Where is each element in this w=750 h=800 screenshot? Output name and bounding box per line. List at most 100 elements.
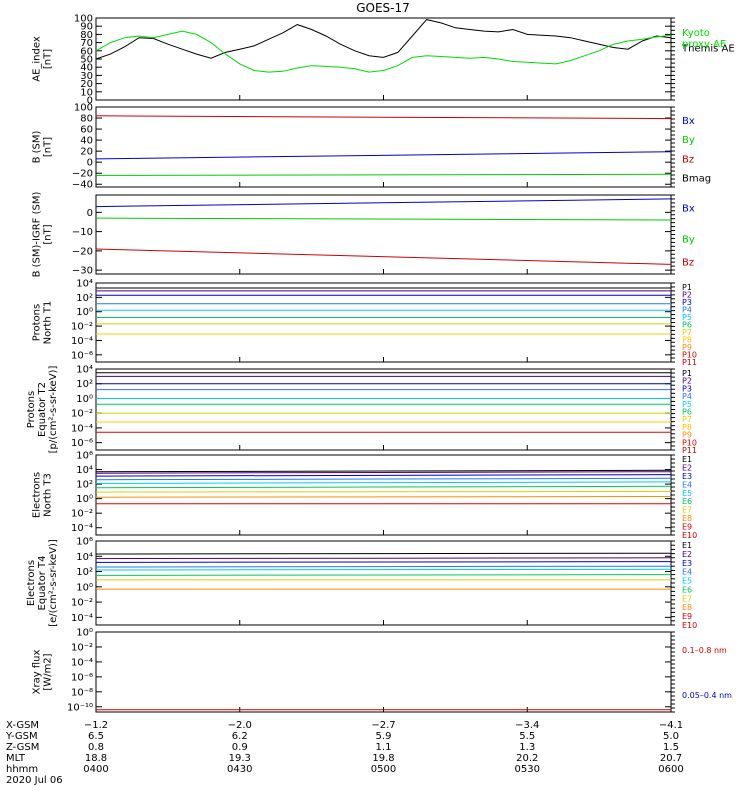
y-tick-label: 10²	[76, 567, 93, 578]
legend-label-p2: P2	[682, 377, 692, 386]
y-axis-label: B (SM)-IGRF (SM)	[32, 192, 43, 278]
series-line-e6	[95, 485, 672, 489]
y-axis-label: Xray flux	[32, 650, 43, 695]
legend-label-e1: E1	[682, 541, 692, 550]
legend-label-e4: E4	[682, 568, 692, 577]
series-line-e4	[95, 565, 672, 568]
ephemeris-value: 0.9	[232, 742, 248, 753]
legend-label-e6: E6	[682, 585, 692, 594]
ephemeris-value: 5.0	[663, 731, 679, 742]
y-tick-label: 10⁻⁶	[71, 438, 93, 449]
legend-label-p4: P4	[682, 392, 692, 401]
legend-label-bz: Bz	[682, 257, 694, 268]
y-tick-label: 10⁴	[76, 365, 93, 376]
y-tick-label: 30	[80, 71, 93, 82]
legend-label-e6: E6	[682, 497, 692, 506]
ephemeris-value: −4.1	[659, 720, 683, 731]
y-tick-label: 80	[80, 30, 93, 41]
legend-label-p2: P2	[682, 291, 692, 300]
y-tick-label: 0	[87, 208, 93, 219]
panel-frame	[95, 368, 672, 451]
y-tick-label: 100	[74, 14, 93, 25]
ephemeris-value: 6.5	[88, 731, 104, 742]
ephemeris-row-name: Y-GSM	[5, 731, 38, 742]
legend-label-e2: E2	[682, 550, 692, 559]
y-tick-label: 0	[87, 96, 93, 107]
legend-label-p9: P9	[682, 343, 692, 352]
y-axis-label: [nT]	[43, 224, 54, 244]
y-tick-label: −10	[72, 227, 93, 238]
plot-title: GOES-17	[356, 1, 410, 15]
y-tick-label: 80	[80, 114, 93, 125]
y-axis-label: B (SM)	[32, 130, 43, 163]
y-tick-label: 10⁻⁶	[71, 350, 93, 361]
legend-label-p3: P3	[682, 384, 692, 393]
y-tick-label: 10⁻⁴	[71, 523, 93, 534]
ephemeris-value: 0530	[515, 764, 540, 775]
y-tick-label: 10⁻⁸	[71, 687, 93, 698]
series-line-e5	[95, 481, 672, 484]
legend-label-e10: E10	[682, 531, 697, 540]
panel-frame	[95, 631, 672, 713]
plot-date: 2020 Jul 06	[6, 775, 63, 786]
legend-label-by: By	[682, 135, 695, 146]
y-tick-label: 10²	[76, 293, 93, 304]
legend-label-bx: Bx	[682, 203, 695, 214]
y-tick-label: 10⁻⁴	[71, 613, 93, 624]
ephemeris-value: 5.9	[376, 731, 392, 742]
legend-label-p11: P11	[682, 446, 697, 455]
ephemeris-value: 19.8	[372, 753, 394, 764]
series-line-bx	[95, 198, 672, 208]
y-tick-label: 10⁴	[76, 279, 93, 290]
y-tick-label: 50	[80, 55, 93, 66]
ephemeris-value: 1.3	[519, 742, 535, 753]
y-tick-label: −30	[72, 266, 93, 277]
y-tick-label: 10⁴	[76, 465, 93, 476]
legend-label-e2: E2	[682, 463, 692, 472]
ephemeris-row-name: Z-GSM	[6, 742, 39, 753]
legend-label-e9: E9	[682, 612, 692, 621]
legend-label-p11: P11	[682, 358, 697, 367]
ephemeris-row-name: X-GSM	[6, 720, 39, 731]
panel-xray: 10⁻¹⁰ 10⁻⁸ 10⁻⁶ 10⁻⁴ 10⁻² 10⁰ Xray flux [W/m2] 0…	[32, 628, 733, 714]
y-tick-label: 10⁰	[76, 307, 93, 318]
y-axis-label: North T1	[43, 301, 54, 345]
legend-label-p8: P8	[682, 423, 692, 432]
legend-label-bx: Bx	[682, 116, 695, 127]
ephemeris-value: 0500	[371, 764, 396, 775]
series-line-e3	[95, 474, 672, 477]
panel-e_t4: 10⁻⁴ 10⁻² 10⁰ 10² 10⁴ 10⁶ Electrons Equator T4[…	[26, 537, 697, 631]
y-tick-label: 100	[74, 103, 93, 114]
y-tick-label: 10²	[76, 480, 93, 491]
ephemeris-value: −2.7	[371, 720, 395, 731]
legend-label-p10: P10	[682, 351, 697, 360]
y-tick-label: 70	[80, 38, 93, 49]
ephemeris-value: 5.5	[519, 731, 535, 742]
y-tick-label: 20	[80, 79, 93, 90]
legend-label-0-05-0-4-nm: 0.05–0.4 nm	[682, 691, 732, 700]
series-line-bx	[95, 151, 672, 160]
series-line-e2	[95, 471, 672, 474]
legend-label-p5: P5	[682, 313, 692, 322]
legend-label-e4: E4	[682, 480, 692, 489]
y-tick-label: 10⁻⁴	[71, 336, 93, 347]
legend-label-kyoto-proxy-ae: Kyoto proxy AE	[682, 28, 726, 50]
y-tick-label: 10⁻⁴	[71, 657, 93, 668]
y-tick-label: 60	[80, 125, 93, 136]
y-tick-label: −20	[72, 169, 93, 180]
legend-label-e5: E5	[682, 489, 692, 498]
y-tick-label: −20	[72, 246, 93, 257]
ephemeris-value: 19.3	[229, 753, 251, 764]
y-tick-label: 20	[80, 147, 93, 158]
ephemeris-value: −2.0	[228, 720, 252, 731]
series-line-bz	[95, 248, 672, 265]
panel-bigrf: −30 −20 −10 0 B (SM)-IGRF (SM) [nT] Bx By Bz	[32, 192, 695, 278]
legend-label-p10: P10	[682, 438, 697, 447]
y-axis-label: AE_index	[32, 36, 43, 82]
ephemeris-value: 0600	[658, 764, 683, 775]
series-line-e2	[95, 557, 672, 560]
y-axis-label: [nT]	[43, 137, 54, 157]
panel-p_t1: 10⁻⁶ 10⁻⁴ 10⁻² 10⁰ 10² 10⁴ Protons North T1 P1P2…	[32, 279, 698, 368]
ephemeris-value: 1.5	[663, 742, 679, 753]
